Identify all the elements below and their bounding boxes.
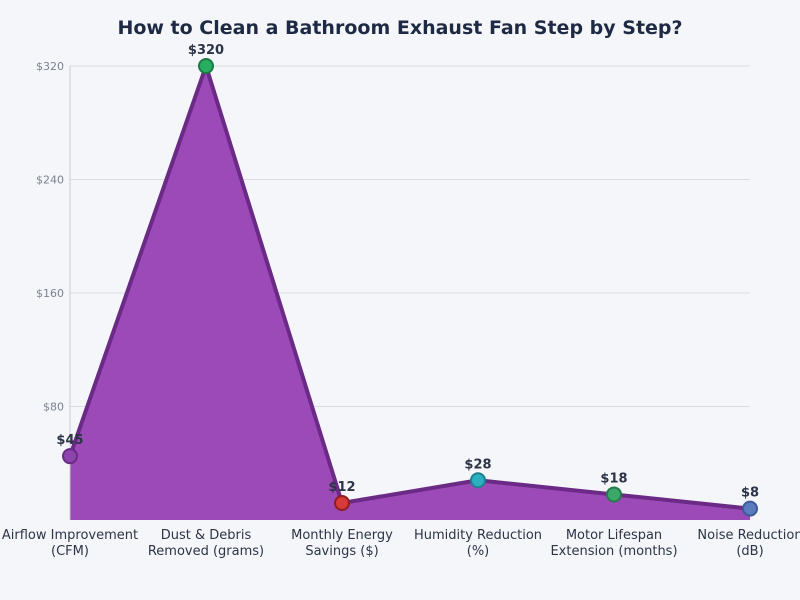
data-label: $8 (741, 486, 759, 501)
area-line (68, 64, 751, 511)
x-tick-label: Motor Lifespan Extension (months) (550, 528, 677, 559)
data-point[interactable] (606, 486, 622, 503)
y-tick-label: $320 (36, 60, 64, 73)
data-label: $28 (464, 457, 491, 472)
data-point[interactable] (334, 494, 350, 511)
data-labels: $45 $320 $12 $28 $18 $8 (56, 43, 759, 501)
y-axis: $80 $160 $240 $320 (36, 60, 71, 520)
data-point[interactable] (62, 448, 78, 465)
x-axis-labels: Airflow Improvement (CFM) Dust & Debris Rem… (2, 528, 800, 559)
chart-title: How to Clean a Bathroom Exhaust Fan Step… (117, 17, 682, 39)
data-label: $45 (56, 433, 83, 448)
data-label: $12 (328, 480, 355, 495)
y-tick-label: $160 (36, 287, 64, 300)
area-series (68, 64, 751, 520)
x-tick-label: Noise Reduction (dB) (697, 528, 800, 559)
data-point[interactable] (742, 500, 758, 517)
data-markers (62, 58, 758, 517)
data-label: $320 (188, 43, 224, 58)
x-tick-label: Monthly Energy Savings ($) (291, 528, 393, 559)
data-point[interactable] (470, 472, 486, 489)
x-tick-label: Airflow Improvement (CFM) (2, 528, 138, 559)
data-point[interactable] (198, 58, 214, 74)
x-tick-label: Humidity Reduction (%) (414, 528, 542, 559)
data-label: $18 (600, 471, 627, 486)
y-tick-label: $80 (43, 401, 64, 414)
y-tick-label: $240 (36, 174, 64, 187)
x-tick-label: Dust & Debris Removed (grams) (148, 528, 264, 559)
